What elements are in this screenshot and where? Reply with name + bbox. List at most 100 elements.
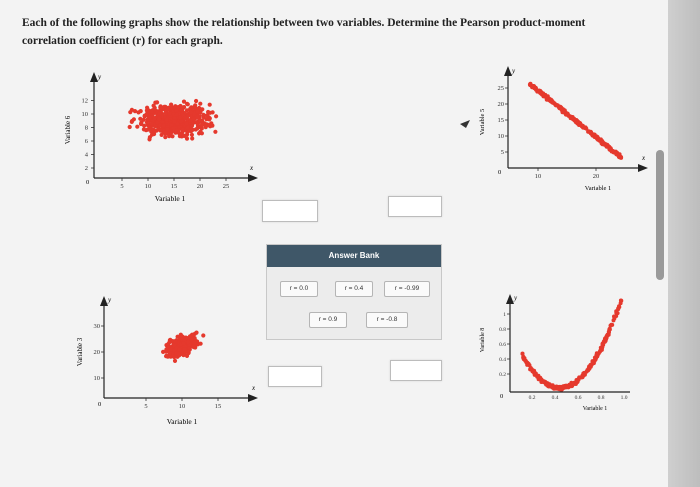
scatter-point (175, 121, 180, 126)
scatter-point (188, 118, 193, 123)
tick-label: 5 (501, 149, 504, 156)
x-axis-arrow (248, 394, 258, 402)
scatter-point (155, 100, 160, 105)
scatter-point (187, 334, 193, 339)
y-axis-letter: y (97, 73, 102, 81)
scatter-point (184, 121, 189, 126)
scatter-points (527, 81, 624, 160)
answer-drop-box-graph-bottom-left[interactable] (268, 366, 322, 387)
scatter-points (127, 98, 219, 142)
scatter-point (598, 348, 603, 353)
y-axis-letter: y (107, 296, 112, 304)
scatter-point (192, 340, 197, 345)
x-axis-letter: x (641, 154, 646, 162)
scatter-point (138, 116, 143, 121)
scatter-point (612, 316, 617, 321)
scatter-point (169, 123, 174, 128)
scatter-point (152, 129, 157, 134)
scatter-point (185, 102, 190, 107)
tick-label: 15 (171, 183, 178, 190)
scatter-point (530, 84, 535, 89)
x-axis-letter: x (251, 384, 256, 392)
scatter-point (147, 115, 152, 120)
x-tick-labels: 5 10 15 20 25 (120, 178, 229, 190)
scatter-point (545, 382, 550, 386)
scatter-point (201, 112, 206, 117)
scatter-point (193, 106, 198, 111)
scatter-point (207, 116, 212, 121)
answer-option-r-0-9[interactable]: r = 0.9 (309, 312, 347, 328)
answer-option-r-0-4[interactable]: r = 0.4 (335, 281, 373, 297)
x-axis-arrow (248, 174, 258, 182)
scatter-point (573, 382, 578, 386)
scatter-point (127, 124, 132, 130)
scatter-point (183, 115, 188, 121)
scatter-point (194, 330, 199, 335)
scatter-point (184, 136, 190, 141)
answer-option-r-0-0[interactable]: r = 0.0 (280, 281, 318, 297)
scatter-point (583, 125, 588, 130)
scatter-point (179, 119, 184, 124)
scatter-point (158, 105, 164, 110)
y-tick-labels: 5 10 15 20 25 (498, 85, 508, 156)
scatter-point (559, 106, 564, 111)
graph-top-right: y x 0 5 10 15 20 25 10 20 Variable 1 Variable… (460, 66, 648, 192)
scatter-point (600, 140, 604, 144)
scatter-point (594, 352, 599, 357)
scatter-point (172, 358, 178, 363)
tick-label: 20 (593, 173, 600, 180)
answer-option-r-neg-0-8[interactable]: r = -0.8 (366, 312, 408, 328)
scatter-point (191, 344, 196, 349)
x-axis-label: Variable 1 (585, 185, 612, 192)
scatter-point (144, 108, 149, 113)
x-axis-letter: x (249, 164, 254, 172)
scatter-point (138, 121, 144, 127)
scatter-point (203, 123, 208, 128)
y-tick-labels: 2 4 6 8 10 12 (82, 98, 94, 172)
tick-label: 5 (120, 183, 123, 190)
scatter-point (616, 307, 621, 312)
scatter-point (544, 94, 549, 99)
y-tick-labels: 10 20 30 (94, 323, 104, 382)
scatter-point (145, 127, 150, 132)
scatter-point (579, 123, 584, 128)
scatter-point (198, 341, 203, 346)
scatter-point (588, 363, 593, 368)
scatter-point (159, 132, 164, 137)
graph-bottom-right: y 0 0.2 0.4 0.6 0.8 1 0.2 0.4 0.6 0.8 1.0 Variab… (480, 294, 630, 412)
scatter-point (174, 112, 179, 117)
tick-label: 8 (85, 125, 88, 132)
origin-label: 0 (500, 393, 503, 400)
scatter-point (525, 362, 530, 367)
tick-label: 20 (498, 101, 505, 108)
scatter-point (171, 112, 176, 117)
answer-drop-box-graph-bottom-right[interactable] (390, 360, 442, 381)
scatter-point (141, 117, 146, 122)
y-tick-labels: 0.2 0.4 0.6 0.8 1 (499, 312, 510, 378)
scatter-point (562, 108, 567, 113)
answer-option-r-neg-0-99[interactable]: r = -0.99 (384, 281, 430, 297)
scatter-point (177, 347, 182, 352)
scatter-point (185, 125, 190, 130)
scatter-point (601, 342, 606, 347)
tick-label: 0.6 (575, 395, 582, 401)
scatter-point (168, 347, 173, 352)
scatter-point (603, 142, 608, 146)
scatter-point (157, 111, 162, 116)
x-tick-labels: 0.2 0.4 0.6 0.8 1.0 (529, 395, 628, 401)
scatter-point (164, 354, 169, 359)
answer-drop-box-graph-top-left[interactable] (262, 200, 318, 222)
scatter-point (189, 337, 194, 342)
tick-label: 10 (145, 183, 152, 190)
tick-label: 4 (85, 152, 89, 159)
scrollbar-thumb[interactable] (656, 150, 664, 280)
answer-drop-box-graph-top-right[interactable] (388, 196, 442, 217)
tick-label: 0.2 (499, 372, 506, 378)
scatter-point (183, 335, 188, 340)
scatter-point (172, 119, 177, 124)
scatter-point (619, 155, 624, 160)
scatter-point (195, 115, 200, 120)
scatter-point (194, 98, 199, 104)
scatter-point (152, 105, 157, 110)
scatter-point (195, 109, 200, 114)
